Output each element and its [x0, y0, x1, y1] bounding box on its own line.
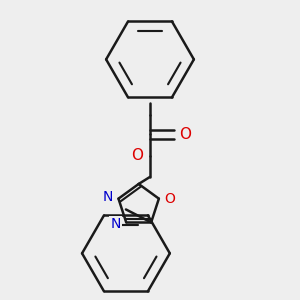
- Text: O: O: [164, 192, 175, 206]
- Text: N: N: [103, 190, 113, 204]
- Text: N: N: [110, 217, 121, 231]
- Text: O: O: [179, 127, 191, 142]
- Text: O: O: [131, 148, 143, 163]
